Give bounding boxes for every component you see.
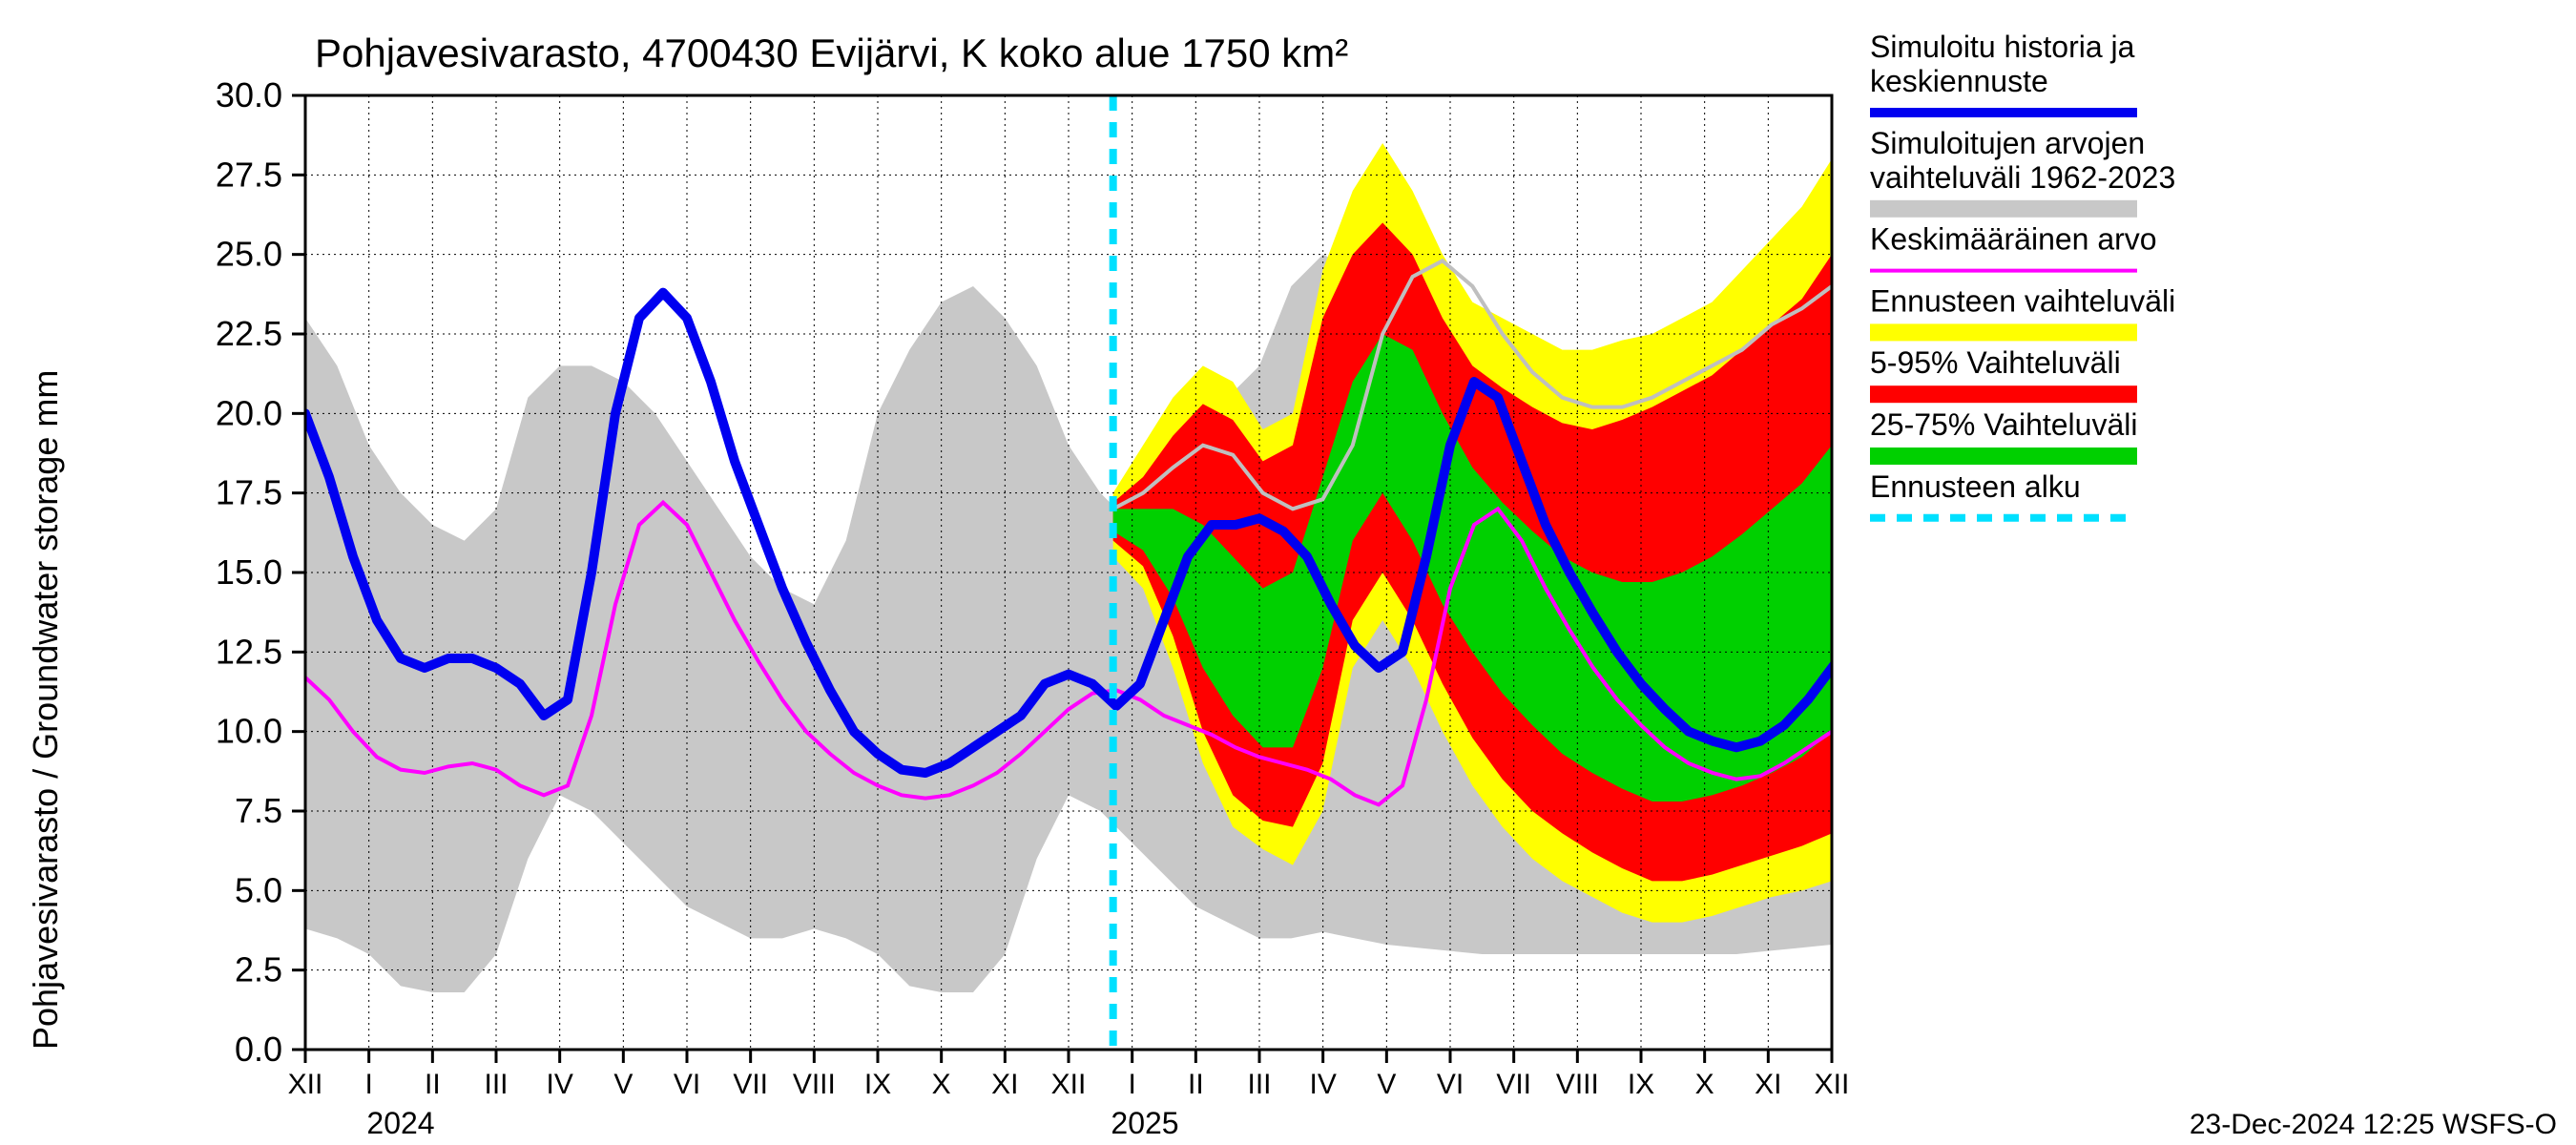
footer-text: 23-Dec-2024 12:25 WSFS-O <box>2190 1109 2557 1140</box>
x-tick-label: X <box>932 1069 951 1100</box>
y-tick-label: 20.0 <box>216 393 282 432</box>
x-tick-label: II <box>425 1069 441 1100</box>
y-axis-label-text: Pohjavesivarasto / Groundwater storage m… <box>26 370 65 1050</box>
y-tick-label: 17.5 <box>216 473 282 512</box>
y-tick-label: 15.0 <box>216 552 282 592</box>
y-tick-label: 2.5 <box>235 950 282 989</box>
x-tick-label: VI <box>1437 1069 1464 1100</box>
x-tick-label: VII <box>1496 1069 1531 1100</box>
y-tick-label: 5.0 <box>235 870 282 909</box>
legend-swatch <box>1870 200 2137 218</box>
legend-label: keskiennuste <box>1870 64 2048 98</box>
x-tick-label: IX <box>1628 1069 1654 1100</box>
x-tick-label: VIII <box>1556 1069 1599 1100</box>
y-tick-label: 27.5 <box>216 155 282 194</box>
y-tick-label: 25.0 <box>216 235 282 274</box>
x-tick-label: IX <box>864 1069 891 1100</box>
x-tick-label: II <box>1188 1069 1204 1100</box>
x-tick-label: XII <box>1051 1069 1087 1100</box>
x-tick-label: V <box>1377 1069 1396 1100</box>
legend-swatch <box>1870 323 2137 341</box>
x-tick-label: IV <box>1309 1069 1336 1100</box>
x-tick-label: XII <box>1815 1069 1850 1100</box>
x-tick-label: VI <box>674 1069 700 1100</box>
x-tick-label: XII <box>288 1069 323 1100</box>
x-tick-label: VII <box>733 1069 768 1100</box>
y-tick-label: 30.0 <box>216 75 282 114</box>
legend-label: Ennusteen vaihteluväli <box>1870 283 2175 318</box>
x-tick-label: XI <box>991 1069 1018 1100</box>
legend-label: Keskimääräinen arvo <box>1870 222 2157 257</box>
x-tick-label: I <box>364 1069 372 1100</box>
groundwater-chart: 0.0 2.5 5.0 7.5 10.0 12.5 15.0 17.5 20.0 22.5 25.0… <box>0 0 2576 1145</box>
x-tick-label: XI <box>1755 1069 1781 1100</box>
legend-label: Ennusteen alku <box>1870 469 2081 504</box>
legend-swatch <box>1870 448 2137 465</box>
y-tick-label: 0.0 <box>235 1030 282 1069</box>
legend-label: Simuloitu historia ja <box>1870 30 2135 64</box>
x-tick-label: VIII <box>793 1069 836 1100</box>
y-tick-label: 12.5 <box>216 632 282 671</box>
y-tick-label: 10.0 <box>216 712 282 751</box>
x-year-label: 2025 <box>1111 1106 1178 1140</box>
legend-label: Simuloitujen arvojen <box>1870 126 2145 160</box>
legend-label: vaihteluväli 1962-2023 <box>1870 160 2175 195</box>
chart-title-text: Pohjavesivarasto, 4700430 Evijärvi, K ko… <box>315 31 1348 75</box>
x-tick-label: III <box>484 1069 508 1100</box>
x-tick-label: V <box>613 1069 633 1100</box>
legend-label: 5-95% Vaihteluväli <box>1870 345 2121 380</box>
x-tick-label: X <box>1695 1069 1714 1100</box>
x-tick-label: III <box>1247 1069 1271 1100</box>
x-tick-label: I <box>1128 1069 1135 1100</box>
x-year-label: 2024 <box>366 1106 434 1140</box>
legend-label: 25-75% Vaihteluväli <box>1870 407 2137 442</box>
y-tick-label: 22.5 <box>216 314 282 353</box>
y-tick-label: 7.5 <box>235 791 282 830</box>
legend-swatch <box>1870 385 2137 403</box>
x-tick-label: IV <box>546 1069 572 1100</box>
